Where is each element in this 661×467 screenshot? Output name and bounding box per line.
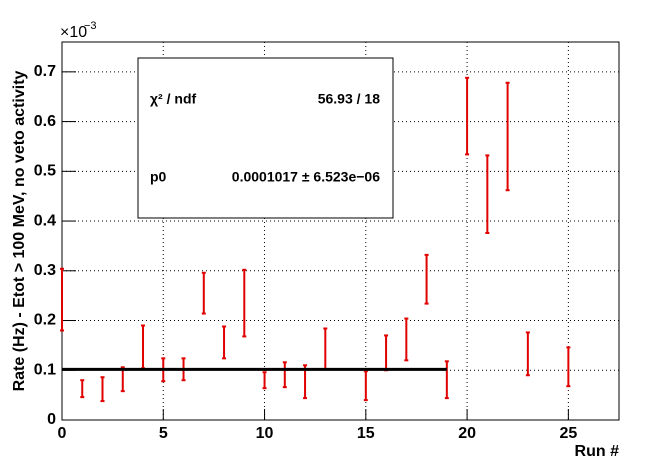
error-bar	[525, 331, 530, 377]
x-tick-label: 20	[458, 425, 476, 442]
error-bar	[566, 346, 571, 388]
error-bar	[80, 379, 85, 399]
y-axis-label: Rate (Hz) - Etot > 100 MeV, no veto acti…	[11, 70, 28, 391]
x-tick-label: 15	[357, 425, 375, 442]
stats-value: 56.93 / 18	[318, 91, 380, 107]
y-tick-label: 0.7	[34, 63, 56, 80]
error-bar	[120, 366, 125, 393]
error-bar	[282, 361, 287, 389]
axis-exponent: −3	[84, 20, 97, 32]
x-axis-label: Run #	[575, 443, 620, 460]
error-bar	[100, 376, 105, 403]
error-bar	[444, 360, 449, 400]
stats-box	[137, 57, 394, 219]
error-bar	[201, 271, 206, 315]
stats-label: χ² / ndf	[150, 91, 196, 107]
y-tick-label: 0	[47, 411, 56, 428]
error-bar	[242, 268, 247, 338]
error-bar	[222, 325, 227, 360]
y-tick-label: 0.3	[34, 262, 56, 279]
y-tick-label: 0.2	[34, 312, 56, 329]
x-tick-label: 25	[559, 425, 577, 442]
axis-multiplier: ×10	[60, 24, 87, 41]
x-tick-label: 5	[159, 425, 168, 442]
error-bar	[60, 267, 64, 332]
x-tick-label: 0	[58, 425, 67, 442]
error-bar	[424, 253, 429, 305]
error-bar	[505, 81, 510, 192]
y-tick-label: 0.6	[34, 113, 56, 130]
stats-value: 0.0001017 ± 6.523e−06	[232, 169, 380, 185]
error-bar	[465, 76, 470, 156]
y-tick-label: 0.5	[34, 163, 56, 180]
x-tick-label: 10	[256, 425, 274, 442]
error-bar	[262, 371, 267, 390]
frame	[61, 41, 620, 421]
stats-label: p0	[150, 169, 167, 185]
error-bar	[363, 370, 368, 402]
error-bar	[404, 317, 409, 362]
y-tick-label: 0.1	[34, 361, 56, 378]
y-tick-label: 0.4	[34, 212, 56, 229]
error-bar	[485, 154, 490, 234]
